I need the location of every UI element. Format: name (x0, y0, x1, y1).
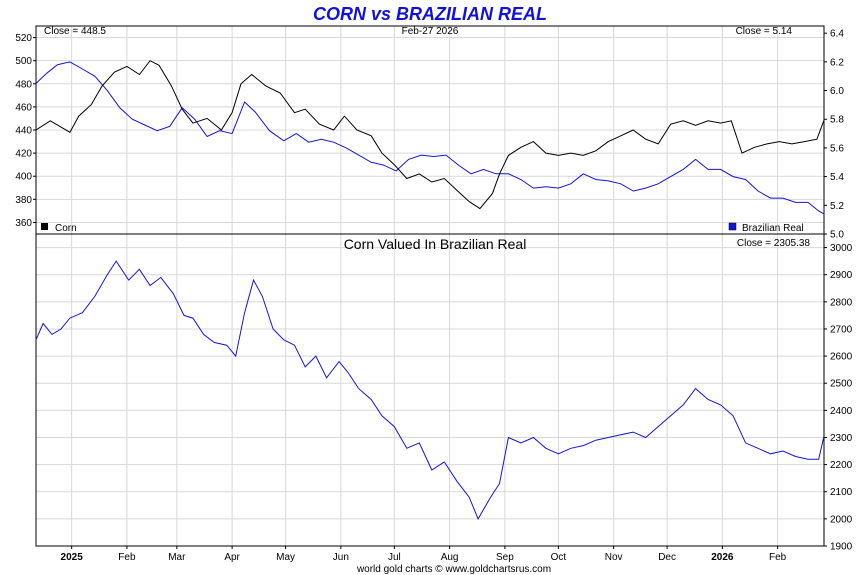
y-left-tick-label: 440 (15, 126, 32, 137)
x-tick-label: Oct (551, 552, 567, 563)
y-axis-bottom-ticks: 1900 2000 2100 2200 2300 2400 2500 2600 2700 2800… (824, 243, 853, 553)
x-tick-label: Apr (224, 552, 240, 563)
y-axis-right-ticks: 5.0 5.2 5.4 5.6 5.8 6.0 6.2 6.4 (824, 29, 844, 241)
x-axis-ticks: 2025 Feb Mar Apr May Jun Jul Aug Sep Oct Nov Dec 202… (61, 546, 787, 563)
x-tick-label: Dec (658, 552, 676, 563)
x-tick-label: 2026 (711, 552, 734, 563)
y-left-tick-label: 460 (15, 102, 32, 113)
series-corn-in-real (35, 260, 825, 521)
y-bottom-tick-label: 2900 (830, 270, 853, 281)
y-bottom-tick-label: 2400 (830, 406, 853, 417)
y-bottom-tick-label: 2200 (830, 460, 853, 471)
date-label: Feb-27 2026 (402, 26, 459, 37)
y-bottom-tick-label: 1900 (830, 542, 853, 553)
x-tick-label: 2025 (61, 552, 84, 563)
y-bottom-tick-label: 2800 (830, 297, 853, 308)
y-left-tick-label: 500 (15, 56, 32, 67)
x-tick-label: Mar (168, 552, 186, 563)
corn-legend-swatch (41, 223, 48, 230)
plot-frame (35, 25, 825, 547)
real-legend-label: Brazilian Real (742, 223, 804, 234)
y-bottom-tick-label: 2500 (830, 379, 853, 390)
y-bottom-tick-label: 2300 (830, 433, 853, 444)
x-tick-label: Jun (333, 552, 349, 563)
y-bottom-tick-label: 3000 (830, 243, 853, 254)
chart-title: CORN vs BRAZILIAN REAL (313, 4, 547, 24)
bottom-panel-title: Corn Valued In Brazilian Real (344, 236, 527, 252)
y-right-tick-label: 6.2 (830, 57, 844, 68)
x-tick-label: Sep (496, 552, 514, 563)
y-right-tick-label: 6.0 (830, 86, 844, 97)
y-left-tick-label: 380 (15, 195, 32, 206)
y-axis-left-ticks: 360 380 400 420 440 460 480 500 520 (15, 33, 36, 229)
series-corn (35, 60, 825, 210)
y-left-tick-label: 420 (15, 149, 32, 160)
x-tick-label: May (276, 552, 295, 563)
x-tick-label: Aug (441, 552, 459, 563)
real-close-label: Close = 5.14 (736, 26, 793, 37)
y-left-tick-label: 360 (15, 218, 32, 229)
footer-credit: world gold charts © www.goldchartsrus.co… (356, 564, 551, 575)
bottom-panel-grid (36, 247, 824, 520)
y-bottom-tick-label: 2700 (830, 324, 853, 335)
y-right-tick-label: 5.0 (830, 230, 844, 241)
x-tick-label: Feb (118, 552, 136, 563)
y-right-tick-label: 5.2 (830, 201, 844, 212)
real-legend-swatch (728, 222, 737, 231)
x-tick-label: Feb (769, 552, 787, 563)
y-bottom-tick-label: 2100 (830, 487, 853, 498)
y-left-tick-label: 480 (15, 79, 32, 90)
series-brazilian-real (35, 61, 825, 215)
y-bottom-tick-label: 2000 (830, 514, 853, 525)
corn-legend-label: Corn (55, 223, 77, 234)
y-right-tick-label: 5.8 (830, 115, 844, 126)
y-right-tick-label: 6.4 (830, 29, 844, 40)
y-right-tick-label: 5.6 (830, 143, 844, 154)
y-right-tick-label: 5.4 (830, 172, 844, 183)
vertical-gridlines (71, 26, 779, 546)
top-panel-grid (36, 37, 824, 223)
y-left-tick-label: 520 (15, 33, 32, 44)
y-bottom-tick-label: 2600 (830, 352, 853, 363)
x-tick-label: Nov (605, 552, 623, 563)
ratio-close-label: Close = 2305.38 (737, 238, 811, 249)
y-left-tick-label: 400 (15, 172, 32, 183)
x-tick-label: Jul (388, 552, 401, 563)
corn-close-label: Close = 448.5 (44, 26, 106, 37)
